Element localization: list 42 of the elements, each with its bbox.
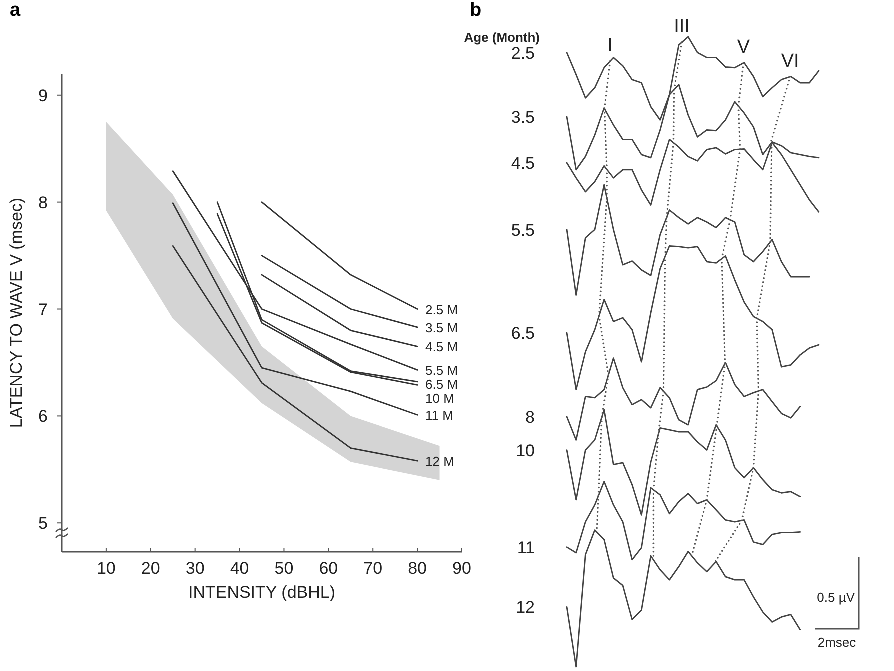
series-label: 2.5 [511, 44, 535, 63]
annotation: V [737, 37, 750, 58]
series-label: 4.5 M [426, 340, 458, 355]
x-tick-label: 90 [452, 559, 472, 578]
series-label: 5.5 [511, 220, 535, 240]
chart-title: a [10, 0, 21, 21]
x-axis-title: INTENSITY (dBHL) [188, 583, 336, 602]
y-tick-label: 9 [38, 86, 48, 106]
series-label: 6.5 M [426, 377, 458, 392]
series-label: 5.5 M [426, 363, 458, 378]
y-axis-title: LATENCY TO WAVE V (msec) [7, 198, 26, 428]
annotation: I [608, 35, 613, 56]
series-label: 3.5 [511, 108, 535, 128]
x-tick-label: 60 [319, 559, 338, 578]
annotation: VI [781, 50, 800, 72]
x-tick-label: 20 [141, 559, 160, 578]
series-label: 12 M [426, 454, 454, 470]
y-tick-label: 8 [38, 193, 48, 212]
x-tick-label: 10 [96, 559, 116, 578]
series-label: 2.5 M [426, 302, 458, 318]
y-tick-label: 6 [38, 407, 48, 426]
series-label: 3.5 M [426, 320, 458, 336]
annotation: 0.5 µV [817, 590, 856, 605]
x-tick-label: 30 [186, 559, 205, 578]
series-label: 11 M [426, 408, 454, 424]
series-label: 6.5 [511, 324, 535, 344]
x-tick-label: 40 [230, 559, 250, 578]
x-tick-label: 50 [274, 559, 294, 578]
series-label: 10 M [426, 391, 454, 406]
legend-title: Age (Month) [464, 30, 540, 45]
y-tick-label: 7 [38, 300, 48, 320]
x-tick-label: 70 [364, 559, 383, 578]
annotation: 2msec [818, 635, 857, 650]
series-label: 11 [517, 538, 535, 558]
annotation: III [674, 16, 690, 38]
chart-title: b [470, 0, 482, 21]
series-label: 4.5 [511, 154, 535, 173]
series-label: 10 [516, 441, 535, 460]
series-label: 12 [516, 598, 535, 618]
y-tick-label: 5 [38, 514, 48, 534]
series-label: 8 [526, 408, 535, 427]
x-tick-label: 80 [408, 559, 428, 578]
